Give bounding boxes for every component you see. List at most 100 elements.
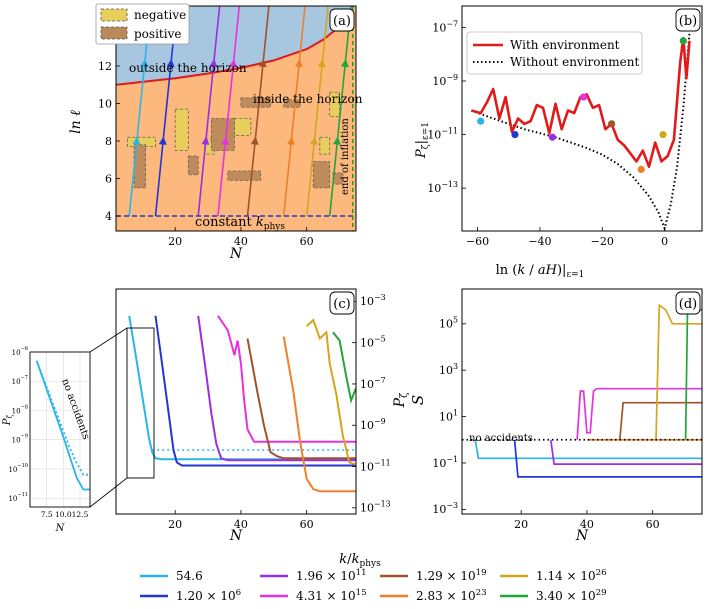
positive-region [187,155,199,176]
mode-arrowhead [229,58,238,68]
mode-trajectory-3 [197,6,221,217]
pzeta-series-1 [128,315,356,461]
legend-label-1: 54.6 [176,569,203,583]
panel-a-tag: (a) [329,8,355,32]
inside-horizon-label: inside the horizon [253,92,363,106]
panel-d-xtick-label: 60 [646,518,660,531]
pzeta-series-4 [217,315,356,443]
panel-b-legend: With environment Without environment [466,31,643,75]
mode-marker-5 [608,120,616,128]
series-without-environment [471,32,691,231]
zoom-connector-bottom [89,477,128,508]
legend-label-without: Without environment [510,55,639,69]
legend-label-6: 2.83 × 1023 [416,588,487,603]
positive-region [210,118,235,151]
mode-marker-2 [511,130,519,139]
negative-region [329,91,340,118]
panel-c-ytick-label: 10−3 [360,293,386,308]
svg-text:(c): (c) [333,297,350,312]
panel-c-ylabel: Pζ [392,392,410,408]
panel-b-ylabel: Pζ|ε=1 [414,122,431,159]
mode-marker-4 [579,93,588,101]
inset-ytick-label: 10−10 [8,463,28,474]
mode-arrowhead [294,58,303,68]
entropy-series-7 [655,303,702,440]
mode-arrowhead [166,58,175,68]
legend-label-positive: positive [134,27,181,41]
panel-c-tag: (c) [329,291,355,315]
positive-region [240,97,271,108]
panel-a-ylabel: ln ℓ [68,110,84,134]
legend-label-4: 4.31 × 1015 [296,588,367,603]
inset-ylabel: Pζ [2,415,14,427]
panel-c-ytick-label: 10−13 [360,500,391,515]
panel-b-xtick-label: −20 [591,235,614,248]
pzeta-series-3 [197,315,356,462]
panel-d-no-accidents-label: no accidents [469,433,533,444]
panel-c-xlabel: N [229,528,243,544]
svg-text:(a): (a) [333,14,351,29]
panel-a-ytick-label: 10 [98,97,112,110]
mode-arrowhead [132,136,141,145]
inset-xtick-label: 10.0 [55,510,72,519]
panel-d-ytick-label: 10−1 [432,455,458,470]
panel-a-xtick-label: 60 [300,235,314,248]
zoom-connector-top [89,327,128,353]
mode-arrowhead [332,136,341,145]
positive-region [312,161,331,189]
pzeta-series-7 [306,318,356,466]
panel-c-ytick-label: 10−5 [360,335,386,350]
mode-arrowhead [158,136,167,145]
panel-b: −60 −40 −20 0 10−13 10−11 10−9 10−7 With enviro… [414,5,703,280]
inset-series-no-accidents [35,360,90,476]
legend-label-7: 1.14 × 1026 [536,568,607,583]
panel-a-xtick-label: 40 [234,235,248,248]
panel-c-xtick-label: 20 [168,518,182,531]
pzeta-series-5 [246,338,356,460]
mode-trajectory-4 [217,6,241,217]
mode-trajectory-8 [328,6,352,217]
panel-a-ytick-label: 6 [105,172,112,185]
mode-arrowhead [286,136,295,145]
outside-horizon-label: outside the horizon [129,61,247,75]
panel-a-legend: negative positive [95,3,190,45]
constant-kphys-label: constant kphys [195,215,285,232]
mode-arrowhead [140,58,149,68]
entropy-series-2 [513,439,702,478]
mode-trajectory-5 [246,6,270,217]
mode-arrowhead [317,58,326,68]
inset-ytick-label: 10−11 [8,492,28,503]
series-with-environment [471,36,691,168]
entropy-series-3 [549,439,702,465]
entropy-series-1 [474,439,702,460]
legend-swatch-positive [100,26,128,40]
panel-b-frame [461,5,703,232]
panel-a-ytick-label: 8 [105,135,112,148]
panel-b-xtick-label: −60 [466,235,489,248]
panel-b-xtick-label: 0 [661,235,668,248]
panel-c-ytick-label: 10−9 [360,417,386,432]
inset-xlabel: N [55,523,66,534]
inset-ytick-label: 10−9 [12,434,28,445]
panel-c-xtick-label: 40 [234,518,248,531]
mode-arrowhead [221,136,230,145]
panel-b-ytick-label: 10−13 [427,180,458,195]
legend-swatch-negative [100,8,128,22]
legend-label-2: 1.20 × 106 [176,588,241,603]
legend-label-8: 3.40 × 1029 [536,588,607,603]
panel-d-frame [461,288,703,515]
mode-arrowhead [309,136,318,145]
legend-label-with: With environment [510,38,620,52]
panel-d-xtick-label: 20 [514,518,528,531]
panel-b-ytick-label: 10−11 [427,126,458,141]
inset-ytick-label: 10−8 [12,404,28,415]
mode-arrowhead [201,136,210,145]
entropy-series-8 [684,309,702,440]
panel-d-xlabel: N [575,528,589,544]
panel-a-xlabel: N [229,246,243,262]
panel-d-ytick-label: 105 [439,316,458,331]
panel-b-xtick-label: −40 [528,235,551,248]
panel-b-ytick-label: 10−9 [432,73,458,88]
